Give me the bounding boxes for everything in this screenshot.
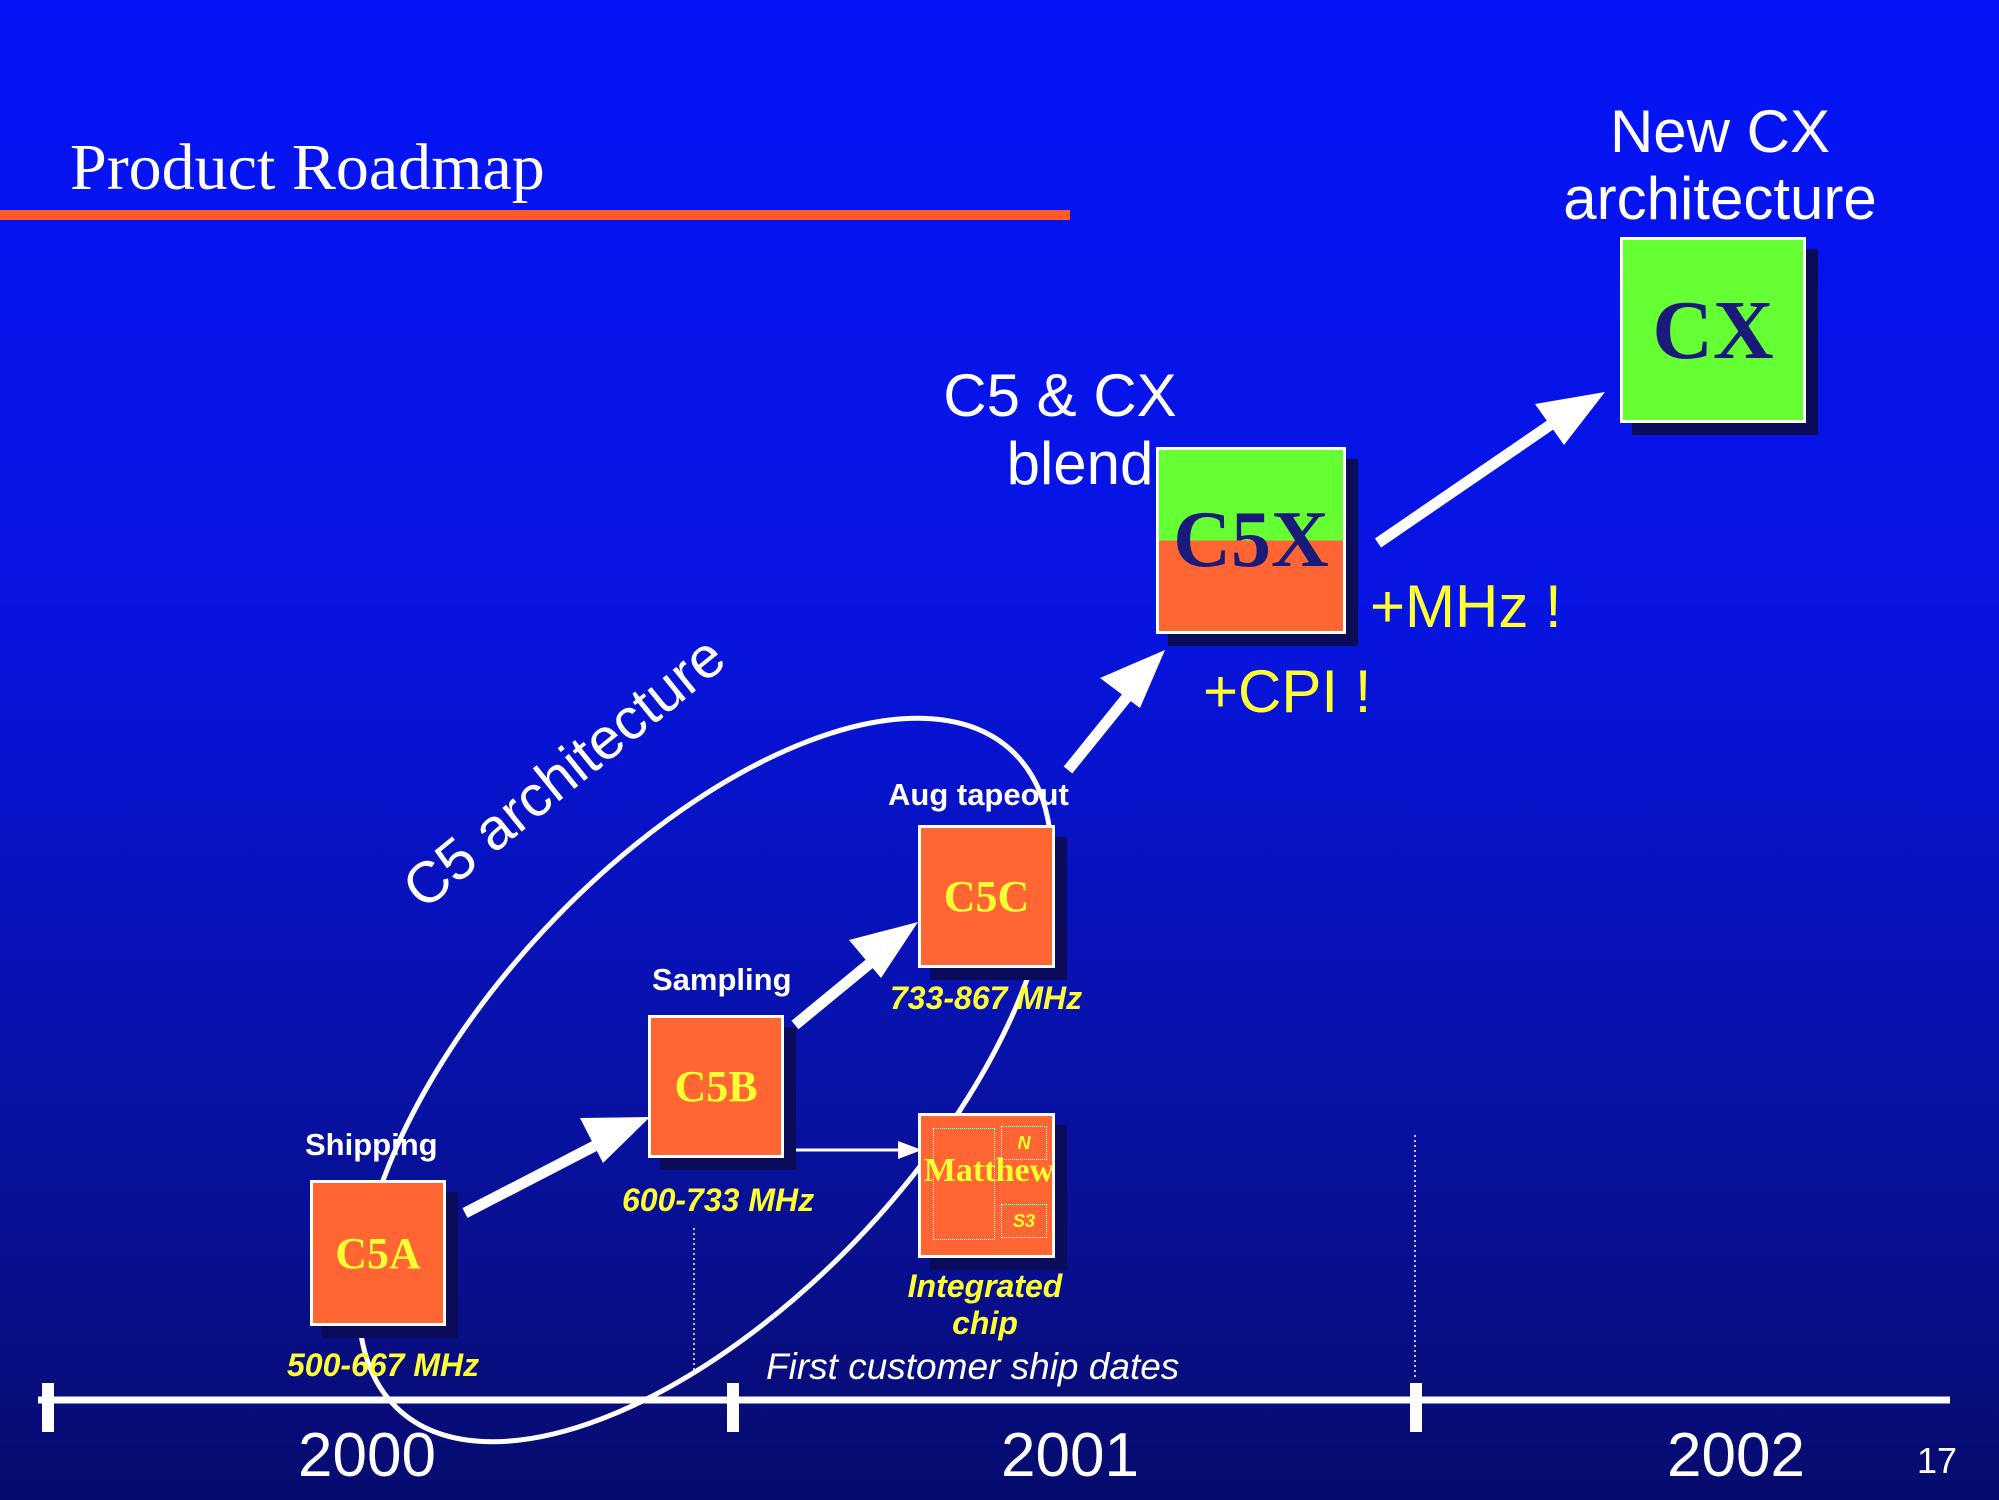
- c5c-status: Aug tapeout: [888, 777, 1069, 812]
- arrow-c5b-to-c5c: [791, 922, 918, 1030]
- c5x-chip-label: C5X: [1173, 496, 1329, 584]
- arrow-c5x-to-cx: [1374, 392, 1605, 548]
- c5c-frequency: 733-867 MHz: [890, 980, 1083, 1016]
- c5c-chip: C5C: [918, 825, 1055, 968]
- year-2002: 2002: [1667, 1421, 1805, 1490]
- c5b-status: Sampling: [652, 962, 792, 997]
- matthew-caption-line1: Integrated: [907, 1268, 1063, 1304]
- c5-architecture-ellipse: [355, 715, 1055, 1445]
- matthew-block-n: N: [1001, 1126, 1047, 1160]
- arrow-c5b-to-matthew: [782, 1141, 922, 1159]
- year-2000: 2000: [298, 1421, 436, 1490]
- c5a-chip-label: C5A: [335, 1228, 421, 1278]
- matthew-caption: Integrated chip: [880, 1268, 1090, 1342]
- c5b-chip: C5B: [648, 1015, 784, 1158]
- page-number: 17: [1917, 1440, 1958, 1481]
- c5a-status: Shipping: [305, 1127, 438, 1162]
- year-2001: 2001: [1001, 1421, 1139, 1490]
- arrow-c5c-to-c5x: [1063, 650, 1165, 774]
- cx-caption-line1: New CX: [1609, 98, 1831, 165]
- c5x-caption: C5 & CX blend: [900, 362, 1220, 498]
- c5x-caption-line1: C5 & CX: [943, 362, 1177, 429]
- matthew-block-left: [933, 1128, 995, 1240]
- mhz-annotation: +MHz !: [1370, 573, 1562, 640]
- matthew-chip: N S3 Matthew: [918, 1113, 1055, 1258]
- cx-caption-line2: architecture: [1563, 165, 1877, 232]
- cx-caption: New CX architecture: [1520, 98, 1920, 232]
- matthew-block-s3: S3: [1001, 1204, 1047, 1238]
- matthew-block-n-label: N: [1017, 1133, 1031, 1153]
- arrow-c5a-to-c5b: [462, 1117, 650, 1218]
- c5a-frequency: 500-667 MHz: [287, 1347, 480, 1383]
- c5b-frequency: 600-733 MHz: [622, 1182, 815, 1218]
- cx-chip: CX: [1620, 237, 1806, 423]
- matthew-block-s3-label: S3: [1012, 1211, 1036, 1231]
- cpi-annotation: +CPI !: [1203, 658, 1372, 725]
- c5x-caption-line2: blend: [1006, 430, 1154, 497]
- ship-dates-label: First customer ship dates: [766, 1346, 1180, 1387]
- title-underline: [0, 210, 1070, 220]
- matthew-caption-line2: chip: [952, 1305, 1018, 1341]
- matthew-chip-label: Matthew: [923, 1152, 1055, 1189]
- c5c-chip-label: C5C: [943, 872, 1030, 921]
- cx-chip-label: CX: [1652, 283, 1774, 377]
- c5x-chip: C5X: [1156, 447, 1346, 634]
- c5b-chip-label: C5B: [674, 1062, 758, 1111]
- c5a-chip: C5A: [310, 1180, 446, 1326]
- slide-title: Product Roadmap: [70, 131, 545, 204]
